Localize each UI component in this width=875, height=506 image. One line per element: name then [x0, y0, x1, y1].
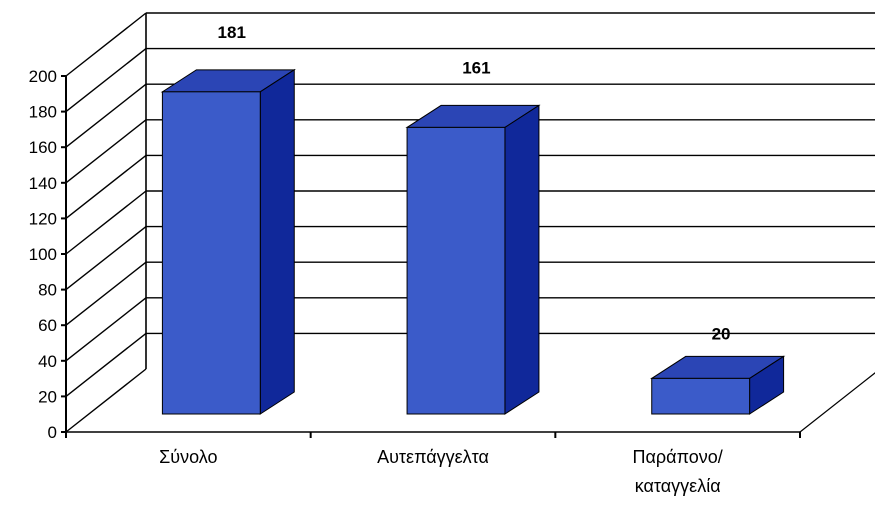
y-tick-label: 40	[38, 352, 57, 371]
x-tick-label: Αυτεπάγγελτα	[377, 447, 489, 467]
side-wall-line	[65, 226, 147, 291]
side-wall-line	[65, 154, 147, 219]
data-label: 161	[462, 58, 490, 77]
floor-edge	[799, 372, 875, 433]
side-wall-line	[65, 332, 147, 397]
side-wall-line	[65, 119, 147, 184]
x-tick-label: Σύνολο	[159, 447, 217, 467]
side-wall-line	[65, 83, 147, 148]
x-tick-label-line: Σύνολο	[159, 447, 217, 467]
side-wall-line	[65, 368, 147, 433]
side-wall-line	[65, 297, 147, 362]
bar	[406, 126, 506, 415]
side-wall-line	[65, 48, 147, 113]
y-tick-label: 140	[29, 174, 57, 193]
y-tick-label: 180	[29, 103, 57, 122]
bar-side	[259, 68, 295, 415]
y-tick-label: 120	[29, 209, 57, 228]
y-tick-label: 100	[29, 245, 57, 264]
y-tick-label: 20	[38, 387, 57, 406]
y-tick-label: 160	[29, 138, 57, 157]
bar	[161, 91, 261, 415]
x-tick-label: Παράπονο/καταγγελία	[633, 447, 723, 496]
bar	[651, 377, 751, 415]
y-tick-label: 60	[38, 316, 57, 335]
side-wall-line	[65, 12, 147, 77]
side-wall-line	[65, 190, 147, 255]
data-label: 20	[712, 324, 731, 343]
x-tick-label-line: Αυτεπάγγελτα	[377, 447, 489, 467]
y-tick-label: 0	[48, 423, 57, 442]
y-tick-label: 200	[29, 67, 57, 86]
y-tick-label: 80	[38, 281, 57, 300]
side-wall-line	[65, 261, 147, 326]
x-tick-label-line: Παράπονο/	[633, 447, 723, 467]
data-label: 181	[218, 23, 246, 42]
bar-side	[504, 104, 540, 415]
x-tick-label-line: καταγγελία	[635, 476, 721, 496]
